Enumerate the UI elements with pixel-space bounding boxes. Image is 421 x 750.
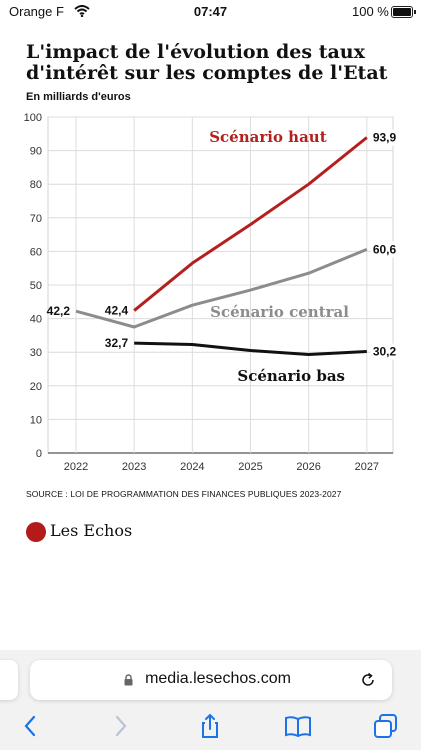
status-bar: Orange F 07:47 100 %: [0, 0, 421, 24]
y-tick-label: 80: [30, 179, 42, 191]
y-tick-label: 50: [30, 280, 42, 292]
series-line-sc-nario-haut: [133, 136, 368, 312]
data-label-background: [370, 129, 399, 146]
logo-text: Les Echos: [50, 521, 133, 540]
series-annotation: Scénario haut: [209, 128, 326, 146]
x-tick-label: 2023: [122, 461, 146, 473]
y-tick-label: 90: [30, 146, 42, 158]
data-label-background: [370, 343, 399, 360]
data-label: 30,2: [373, 345, 397, 359]
lock-icon: [124, 674, 133, 686]
y-tick-label: 40: [30, 314, 42, 326]
reload-icon[interactable]: [360, 672, 376, 688]
data-label-background: [370, 241, 399, 258]
address-bar[interactable]: media.lesechos.com: [30, 660, 392, 700]
battery-icon: [391, 6, 416, 18]
x-tick-label: 2025: [238, 461, 262, 473]
data-label: 42,4: [105, 304, 129, 318]
previous-tab-preview[interactable]: [0, 660, 18, 700]
data-label: 42,2: [47, 304, 71, 318]
forward-icon[interactable]: [106, 712, 134, 740]
back-icon[interactable]: [17, 712, 45, 740]
y-tick-label: 0: [36, 448, 42, 460]
source-note: SOURCE : LOI DE PROGRAMMATION DES FINANC…: [26, 489, 342, 499]
data-label: 60,6: [373, 242, 397, 256]
url-text: media.lesechos.com: [145, 670, 291, 687]
series-annotation: Scénario central: [210, 303, 349, 321]
y-tick-label: 100: [24, 112, 42, 124]
series-annotation: Scénario bas: [237, 367, 345, 385]
data-label: 32,7: [105, 336, 129, 350]
x-tick-label: 2026: [296, 461, 320, 473]
clock: 07:47: [193, 4, 228, 19]
line-chart: 0 10 20 30 40 50 60 70 80 90 100 2022 2023 2024 2025 20…: [24, 112, 399, 473]
chart-subtitle: En milliards d'euros: [26, 91, 131, 103]
y-tick-label: 10: [30, 414, 42, 426]
bookmarks-icon[interactable]: [284, 712, 312, 740]
series-line-sc-nario-central: [75, 247, 368, 329]
x-tick-label: 2027: [355, 461, 379, 473]
tabs-icon[interactable]: [372, 712, 400, 740]
y-tick-label: 60: [30, 246, 42, 258]
logo-mark-icon: [26, 522, 46, 542]
y-tick-label: 30: [30, 347, 42, 359]
y-tick-label: 70: [30, 213, 42, 225]
share-icon[interactable]: [196, 712, 224, 740]
wifi-icon: [74, 5, 90, 17]
y-tick-label: 20: [30, 381, 42, 393]
chart-title: L'impact de l'évolution des taux d'intér…: [26, 41, 388, 84]
x-tick-label: 2024: [180, 461, 204, 473]
series-line-sc-nario-bas: [134, 341, 367, 357]
battery-percentage: 100 %: [352, 4, 389, 19]
carrier-label: Orange F: [9, 4, 64, 19]
x-tick-label: 2022: [64, 461, 88, 473]
data-label: 93,9: [373, 130, 397, 144]
